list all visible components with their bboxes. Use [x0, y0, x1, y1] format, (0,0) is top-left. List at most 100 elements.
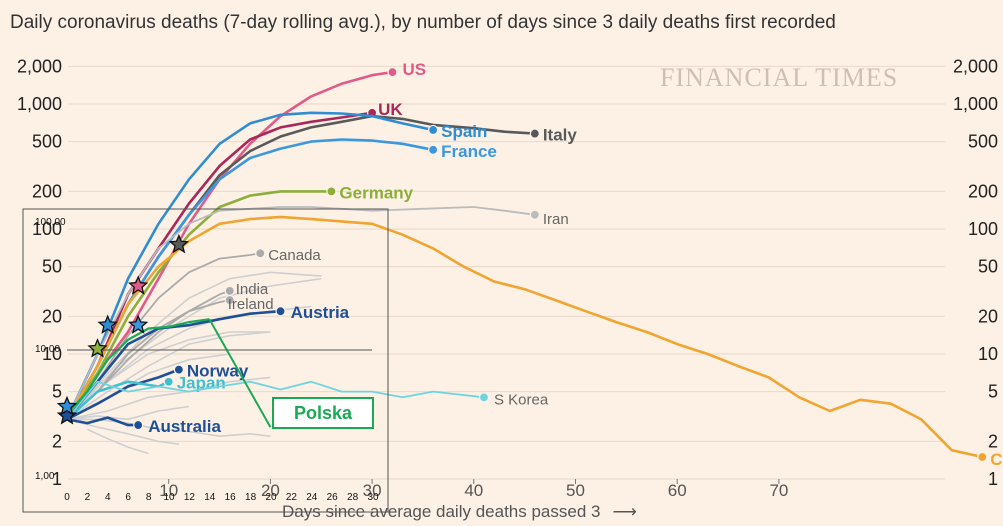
series-endpoint-india	[224, 285, 235, 296]
inset-x-tick-label: 0	[64, 492, 70, 503]
series-endpoint-italy	[529, 128, 540, 139]
x-tick-label: 30	[363, 481, 382, 500]
series-label-spain: Spain	[441, 122, 487, 141]
series-endpoint-us	[387, 66, 398, 78]
series-label-ireland: Ireland	[228, 296, 274, 313]
series-endpoint-germany	[326, 186, 337, 197]
background-series-line	[66, 376, 271, 421]
series-endpoint-china	[977, 451, 988, 463]
series-label-france: France	[441, 142, 497, 161]
series-line-spain	[65, 111, 434, 420]
star-marker	[127, 314, 149, 334]
series-endpoint-iran	[529, 209, 540, 220]
series-label-us: US	[402, 60, 426, 79]
y-tick-label-right: 50	[978, 257, 998, 277]
x-axis: 10 20 30 40 50 60 70	[159, 479, 788, 500]
series-line-japan	[66, 380, 170, 421]
series-label-austria: Austria	[291, 303, 350, 322]
y-tick-label-right: 20	[978, 306, 998, 326]
inset-x-tick-label: 20	[265, 492, 277, 503]
inset-x-tick-label: 30	[367, 492, 379, 503]
polska-box	[272, 397, 374, 429]
y-tick-label: 10	[42, 344, 62, 364]
y-tick-label: 200	[32, 181, 62, 201]
y-axis-right: 1 2 5 10 20 50 100 200 500 1,000 2,000	[953, 56, 998, 489]
star-marker	[97, 314, 118, 334]
x-axis-label-text: Days since average daily deaths passed 3	[282, 502, 600, 521]
series-label-australia: Australia	[148, 417, 221, 436]
series-endpoint-france	[428, 144, 439, 155]
background-series-line	[86, 428, 149, 455]
series-line-austria	[65, 309, 281, 421]
y-tick-label-right: 1	[988, 469, 998, 489]
y-tick-label: 2	[52, 431, 62, 451]
series-label-s-korea: S Korea	[494, 391, 549, 408]
x-tick-label: 60	[668, 481, 687, 500]
y-tick-label: 500	[32, 132, 62, 152]
background-series-line	[66, 405, 190, 421]
inset-y-tick-label: 10,00	[35, 344, 60, 355]
inset-x-tick-label: 14	[204, 492, 216, 503]
star-markers	[56, 233, 189, 425]
background-series-line	[66, 271, 322, 420]
inset-y-tick-label: 100,00	[35, 217, 66, 228]
brand-watermark: FINANCIAL TIMES	[660, 63, 898, 92]
series-line-ireland	[66, 299, 230, 421]
series-line-s-korea	[66, 380, 485, 420]
inset-x-tick-label: 26	[327, 492, 339, 503]
x-tick-label: 50	[566, 481, 585, 500]
series-endpoint-spain	[428, 124, 439, 136]
inset-x-tick-label: 12	[184, 492, 196, 503]
background-series	[66, 271, 322, 455]
star-marker	[56, 405, 78, 425]
series-label-polska: Polska	[294, 403, 353, 423]
series-line-china	[65, 215, 983, 459]
star-marker	[127, 275, 149, 295]
star-marker	[168, 233, 189, 254]
y-tick-label-right: 500	[968, 132, 998, 152]
inset-x-tick-label: 4	[105, 492, 111, 503]
inset-x-tick-label: 6	[125, 492, 131, 503]
y-tick-label-right: 1,000	[953, 94, 998, 114]
series-label-canada: Canada	[268, 247, 321, 264]
y-tick-label-right: 5	[988, 382, 998, 402]
y-tick-label-right: 2	[988, 431, 998, 451]
series-label-iran: Iran	[543, 211, 569, 228]
grid	[68, 65, 945, 480]
x-axis-arrow: ⟶	[612, 502, 636, 521]
y-axis-left: 1 2 5 10 20 50 100 200 500 1,000 2,000	[17, 56, 62, 489]
series-endpoint-norway	[173, 364, 184, 375]
series-line-uk	[65, 111, 373, 421]
inset-x-tick-label: 22	[286, 492, 298, 503]
series-line-polska	[66, 318, 210, 415]
series-line-france	[65, 138, 434, 421]
y-tick-label: 1	[52, 469, 62, 489]
inset-x-tick-label: 24	[306, 492, 318, 503]
series-endpoint-australia	[133, 419, 144, 431]
inset-x-tick-label: 10	[163, 492, 175, 503]
inset-frame	[22, 208, 389, 513]
series-label-norway: Norway	[187, 362, 249, 381]
y-tick-label-right: 200	[968, 181, 998, 201]
y-tick-label-right: 10	[978, 344, 998, 364]
background-series-line	[66, 277, 322, 420]
x-tick-label: 70	[769, 481, 788, 500]
star-marker	[56, 395, 78, 416]
x-tick-label: 10	[159, 481, 178, 500]
series-endpoint-japan	[163, 376, 174, 387]
x-axis-label: Days since average daily deaths passed 3…	[282, 502, 637, 521]
y-tick-label: 50	[42, 257, 62, 277]
y-tick-label: 5	[52, 382, 62, 402]
y-tick-label: 20	[42, 306, 62, 326]
background-series-line	[66, 331, 271, 421]
series-label-uk: UK	[378, 100, 403, 119]
series-endpoint-austria	[275, 306, 286, 317]
series-line-norway	[66, 368, 180, 421]
series-label-india: India	[236, 281, 269, 298]
series-label-italy: Italy	[543, 126, 578, 145]
y-tick-label-right: 2,000	[953, 56, 998, 76]
chart-title: Daily coronavirus deaths (7-day rolling …	[10, 12, 836, 33]
